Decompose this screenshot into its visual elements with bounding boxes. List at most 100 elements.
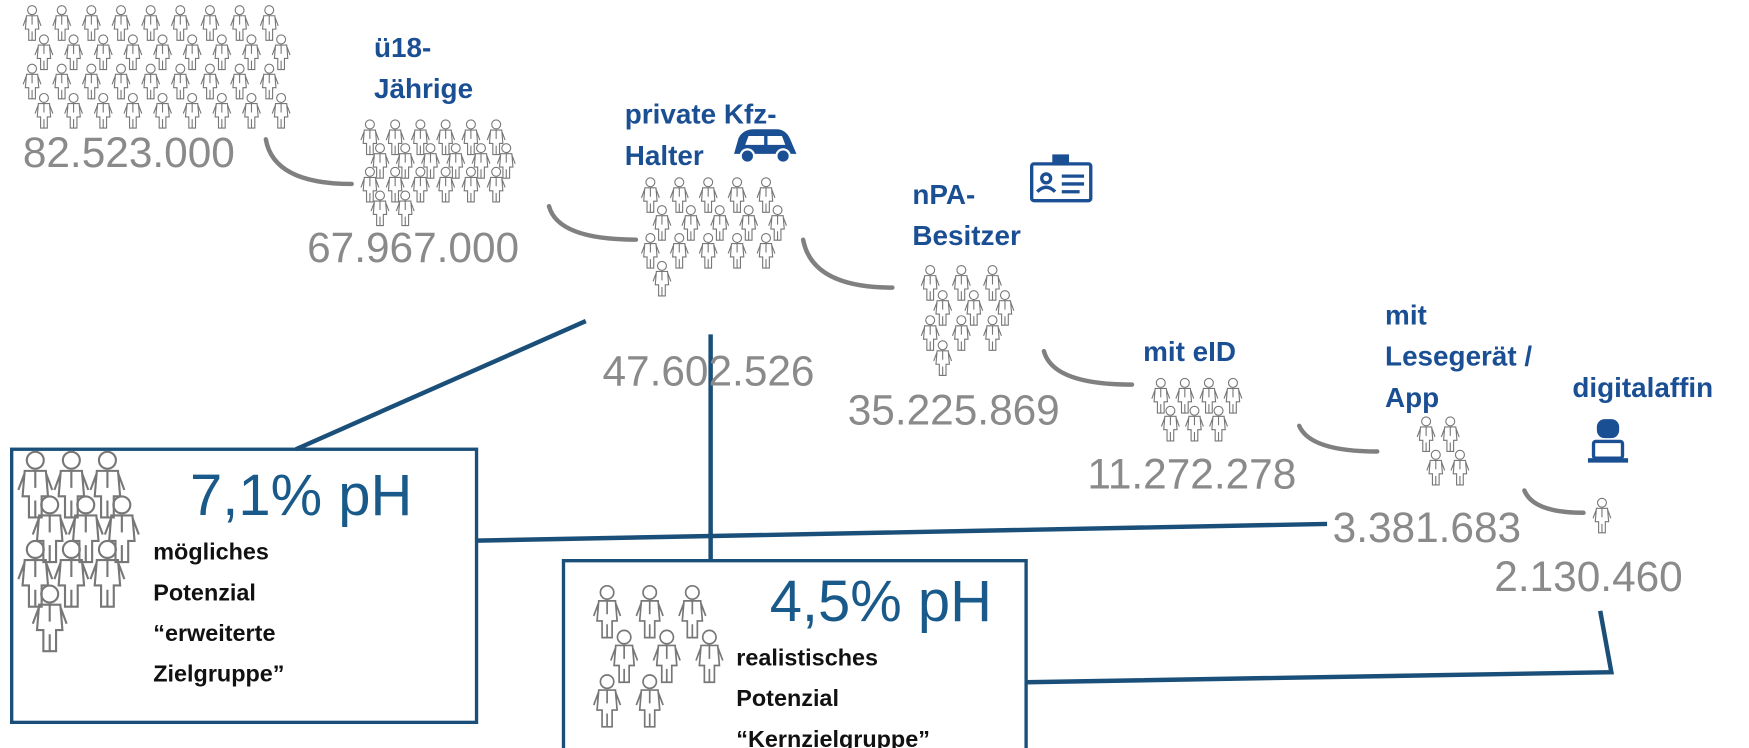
box-text: “erweiterte [153,620,275,646]
person-icon [641,234,659,269]
person-icon [65,94,83,129]
person-icon [740,206,758,241]
box-text: “Kernzielgruppe” [736,726,930,748]
person-icon [272,35,290,70]
person-icon [65,35,83,70]
person-icon [921,266,939,301]
person-icon [679,586,706,638]
person-icon [728,178,746,213]
person-icon [1593,498,1611,533]
person-icon [653,630,680,682]
person-icon [53,64,71,99]
person-icon [201,6,219,41]
person-icon [996,291,1014,326]
stage-value: 47.602.526 [603,348,815,395]
person-icon [53,6,71,41]
stage-label: mit eID [1143,336,1236,367]
person-icon [171,64,189,99]
person-icon [124,35,142,70]
person-icon [154,94,172,129]
person-icon [23,6,41,41]
person-icon [636,586,663,638]
person-icon [243,35,261,70]
person-icon [696,630,723,682]
person-icon [54,541,88,607]
person-icon [921,316,939,351]
person-icon [728,234,746,269]
person-icon [105,496,139,562]
person-icon [243,94,261,129]
person-icon [154,35,172,70]
people-group [921,266,1014,376]
person-icon [653,206,671,241]
person-icon [171,6,189,41]
people-group [1417,417,1469,485]
person-icon [90,541,124,607]
person-icon [82,6,100,41]
person-icon [1427,450,1445,485]
box-text: Zielgruppe” [153,661,284,687]
person-icon [142,6,160,41]
person-icon [124,94,142,129]
person-icon [965,291,983,326]
person-icon [23,64,41,99]
person-icon [69,496,103,562]
people-group [361,120,515,226]
person-icon [641,178,659,213]
stage-label: mit [1385,299,1427,330]
person-icon [33,586,67,652]
person-icon [18,541,52,607]
person-icon [183,94,201,129]
person-icon [699,234,717,269]
person-icon [757,234,775,269]
box-text: realistisches [736,645,878,671]
person-icon [35,35,53,70]
person-icon [142,64,160,99]
person-icon [984,316,1002,351]
person-icon [35,94,53,129]
stage-label: digitalaffin [1572,372,1713,403]
people-group [594,586,723,727]
person-icon [1417,417,1435,452]
car-icon [734,129,796,162]
person-icon [82,64,100,99]
diagram: 82.523.00067.967.000ü18-Jährige47.602.52… [0,0,1749,748]
stage-label: private Kfz- [625,99,777,130]
person-icon [594,586,621,638]
person-icon [260,64,278,99]
stage-label: Jährige [374,73,473,104]
stage-label: Lesegerät / [1385,341,1532,372]
person-icon [670,234,688,269]
person-icon [18,452,52,518]
person-icon [711,206,729,241]
stage-label: App [1385,382,1439,413]
box-text: Potenzial [153,579,256,605]
stage-label: Besitzer [912,220,1021,251]
person-icon [670,178,688,213]
person-icon [757,178,775,213]
person-icon [1451,450,1469,485]
person-icon [112,64,130,99]
person-icon [611,630,638,682]
person-icon [272,94,290,129]
stage-value: 2.130.460 [1494,553,1682,600]
person-icon [231,64,249,99]
person-icon [653,261,671,296]
user-laptop-icon [1588,419,1628,462]
person-icon [594,675,621,727]
person-icon [54,452,88,518]
stage-label: nPA- [912,179,975,210]
person-icon [260,6,278,41]
person-icon [112,6,130,41]
person-icon [213,35,231,70]
person-icon [94,35,112,70]
person-icon [952,266,970,301]
person-icon [94,94,112,129]
person-icon [984,266,1002,301]
stage-value: 3.381.683 [1333,504,1521,551]
person-icon [952,316,970,351]
stage-label: ü18- [374,32,431,63]
person-icon [213,94,231,129]
stage-value: 35.225.869 [848,387,1060,434]
people-group [1152,378,1242,440]
